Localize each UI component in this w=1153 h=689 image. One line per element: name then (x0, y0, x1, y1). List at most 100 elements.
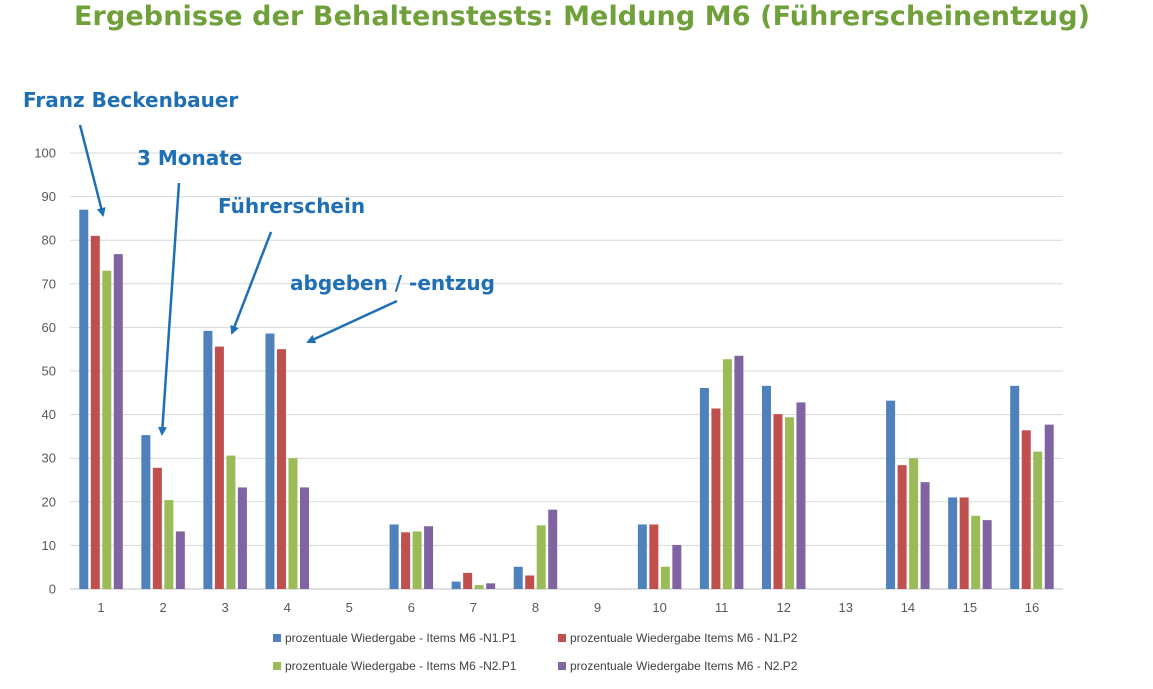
bar-series1-cat1 (79, 209, 89, 589)
bar-series3-cat8 (536, 525, 546, 589)
bar-series3-cat12 (784, 417, 794, 589)
bar-series4-cat10 (672, 544, 682, 589)
bar-series3-cat2 (164, 500, 174, 589)
x-tick-label: 7 (470, 600, 477, 615)
y-tick-label: 20 (42, 494, 56, 509)
bar-series2-cat12 (773, 414, 783, 589)
bar-series1-cat8 (513, 566, 523, 589)
y-tick-label: 90 (42, 189, 56, 204)
bar-series4-cat11 (734, 355, 744, 589)
bar-series2-cat16 (1021, 430, 1031, 589)
bar-series2-cat6 (401, 532, 411, 589)
annotation-arrow-fuehrerschein (230, 231, 273, 335)
x-tick-label: 11 (715, 600, 729, 615)
bar-series1-cat14 (886, 400, 896, 589)
y-tick-label: 70 (42, 276, 56, 291)
bar-series3-cat15 (971, 515, 981, 589)
legend: prozentuale Wiedergabe - Items M6 -N1.P1… (273, 631, 798, 673)
legend-swatch-series1 (273, 634, 281, 642)
bar-series2-cat15 (959, 497, 969, 589)
bar-series3-cat11 (722, 359, 732, 589)
bar-series4-cat16 (1044, 424, 1054, 589)
bar-series3-cat10 (660, 566, 670, 589)
bar-series1-cat6 (389, 524, 399, 589)
y-axis-tick-labels: 0 10 20 30 40 50 60 70 80 90 100 (34, 146, 56, 597)
x-tick-label: 1 (97, 600, 104, 615)
bar-series1-cat2 (141, 435, 151, 589)
bar-series1-cat3 (203, 330, 213, 589)
y-tick-label: 60 (42, 320, 56, 335)
x-tick-label: 2 (159, 600, 166, 615)
annotation-franz-beckenbauer: Franz Beckenbauer (23, 88, 238, 112)
bar-series1-cat15 (948, 497, 958, 589)
bar-series4-cat2 (175, 531, 185, 589)
gridlines (70, 152, 1063, 590)
bar-series2-cat8 (525, 575, 535, 589)
bar-series4-cat4 (299, 487, 309, 589)
bar-series1-cat4 (265, 333, 275, 589)
bar-series2-cat14 (897, 465, 907, 589)
bar-series2-cat10 (649, 524, 659, 589)
y-tick-label: 0 (49, 582, 56, 597)
y-tick-label: 80 (42, 233, 56, 248)
annotation-arrow-abgeben (306, 299, 398, 344)
x-tick-label: 4 (284, 600, 291, 615)
annotation-abgeben-entzug: abgeben / -entzug (290, 271, 495, 295)
bar-series1-cat7 (451, 581, 461, 589)
x-tick-label: 10 (652, 600, 666, 615)
annotation-3-monate: 3 Monate (137, 146, 242, 170)
bars (79, 209, 1054, 590)
y-tick-label: 50 (42, 364, 56, 379)
bar-series1-cat16 (1010, 385, 1020, 589)
annotation-arrow-monate (157, 182, 181, 436)
bar-series1-cat11 (699, 388, 709, 589)
bar-series3-cat6 (412, 531, 422, 589)
bar-series3-cat3 (226, 455, 236, 589)
x-tick-label: 12 (776, 600, 790, 615)
x-tick-label: 16 (1025, 600, 1039, 615)
bar-series2-cat1 (90, 235, 100, 589)
bar-series4-cat7 (486, 583, 496, 589)
legend-label-series3: prozentuale Wiedergabe - Items M6 -N2.P1 (285, 659, 517, 673)
bar-series2-cat7 (463, 572, 473, 589)
bar-series1-cat10 (637, 524, 647, 589)
x-tick-label: 8 (532, 600, 539, 615)
bar-series2-cat11 (711, 408, 721, 589)
bar-series3-cat1 (102, 270, 112, 589)
bar-series3-cat7 (474, 585, 484, 589)
bar-series3-cat4 (288, 458, 298, 589)
bar-series4-cat1 (113, 254, 123, 590)
x-tick-label: 15 (963, 600, 977, 615)
bar-series4-cat6 (424, 526, 434, 589)
legend-label-series2: prozentuale Wiedergabe Items M6 - N1.P2 (570, 631, 798, 645)
bar-series2-cat3 (214, 346, 224, 589)
bar-series4-cat14 (920, 482, 930, 589)
bar-series4-cat8 (548, 509, 558, 589)
annotations: Franz Beckenbauer 3 Monate Führerschein … (23, 88, 495, 436)
y-tick-label: 10 (42, 538, 56, 553)
x-tick-label: 5 (346, 600, 353, 615)
annotation-arrow-franz (78, 124, 106, 217)
bar-series1-cat12 (761, 385, 771, 589)
legend-swatch-series2 (558, 634, 566, 642)
legend-label-series1: prozentuale Wiedergabe - Items M6 -N1.P1 (285, 631, 517, 645)
bar-series3-cat16 (1033, 451, 1043, 589)
bar-series2-cat4 (276, 349, 286, 589)
x-tick-label: 14 (901, 600, 915, 615)
annotation-fuehrerschein: Führerschein (218, 194, 365, 218)
bar-series4-cat3 (237, 487, 247, 589)
x-tick-label: 3 (222, 600, 229, 615)
x-tick-label: 9 (594, 600, 601, 615)
y-tick-label: 40 (42, 407, 56, 422)
y-tick-label: 30 (42, 451, 56, 466)
legend-swatch-series4 (558, 662, 566, 670)
bar-series2-cat2 (152, 467, 162, 589)
bar-series4-cat12 (796, 402, 806, 589)
bar-series4-cat15 (982, 520, 992, 589)
x-tick-label: 6 (408, 600, 415, 615)
bar-series3-cat14 (909, 458, 919, 589)
legend-label-series4: prozentuale Wiedergabe Items M6 - N2.P2 (570, 659, 798, 673)
legend-swatch-series3 (273, 662, 281, 670)
x-tick-label: 13 (839, 600, 853, 615)
